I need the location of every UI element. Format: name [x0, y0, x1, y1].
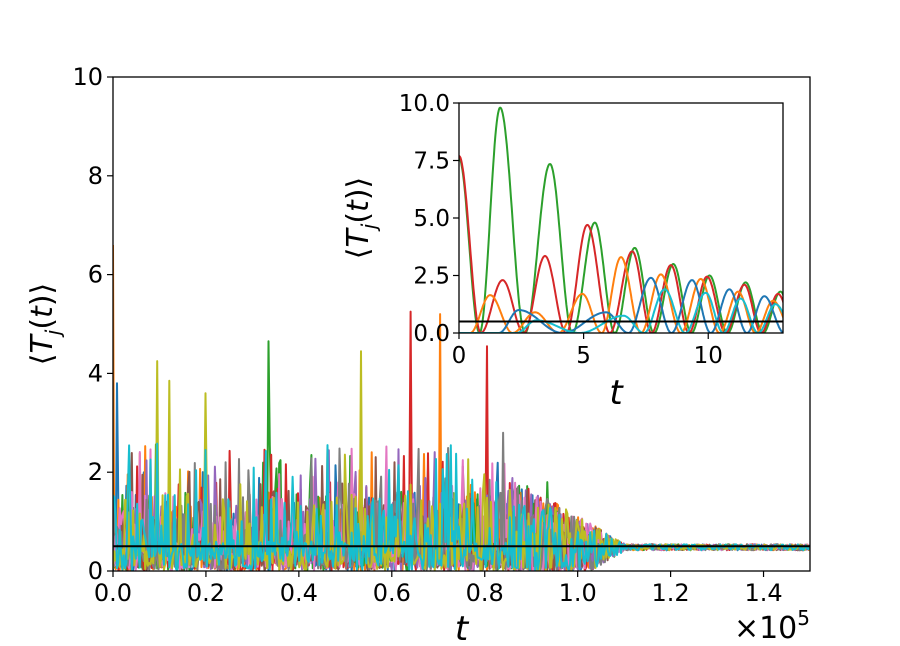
main-x-axis-title: t: [455, 609, 470, 641]
main-x-tick-label: 0.8: [466, 579, 504, 607]
inset-x-tick-label: 10: [694, 343, 723, 369]
main-x-offset-text: ×105: [734, 606, 810, 641]
main-y-tick-label: 4: [88, 359, 103, 387]
inset-x-tick-label: 5: [576, 343, 591, 369]
inset-y-ticks: 0.0 2.5 5.0 7.5 10.0: [399, 91, 459, 347]
inset-y-axis-title: ⟨Tj(t)⟩: [341, 177, 381, 260]
inset-x-axis-title: t: [609, 373, 624, 413]
main-x-tick-label: 0.6: [373, 579, 411, 607]
main-x-tick-label: 0.4: [280, 579, 318, 607]
inset-y-tick-label: 5.0: [413, 206, 450, 232]
inset-y-tick-label: 0.0: [413, 321, 450, 347]
main-y-axis-title: ⟨Tj(t)⟩: [25, 283, 65, 366]
inset-x-ticks: 0 5 10: [452, 333, 723, 369]
main-y-tick-label: 10: [72, 63, 103, 91]
main-plot-frame: [112, 76, 811, 572]
main-x-tick-label: 0.2: [187, 579, 225, 607]
main-y-tick-label: 0: [88, 557, 103, 585]
main-y-tick-label: 6: [88, 261, 103, 289]
inset-y-tick-label: 7.5: [413, 149, 450, 175]
inset-y-tick-label: 10.0: [399, 91, 450, 117]
main-y-ticks: 0 2 4 6 8 10: [72, 63, 113, 585]
main-x-tick-label: 1.2: [652, 579, 690, 607]
inset-x-tick-label: 0: [452, 343, 467, 369]
main-x-tick-label: 0.0: [94, 579, 132, 607]
inset-y-tick-label: 2.5: [413, 264, 450, 290]
main-y-tick-label: 8: [88, 162, 103, 190]
inset-series-line-red: [459, 155, 783, 333]
main-x-tick-label: 1.0: [559, 579, 597, 607]
main-y-tick-label: 2: [88, 458, 103, 486]
main-x-ticks: 0.0 0.2 0.4 0.6 0.8 1.0 1.2 1.4: [94, 571, 783, 607]
main-x-tick-label: 1.4: [744, 579, 782, 607]
